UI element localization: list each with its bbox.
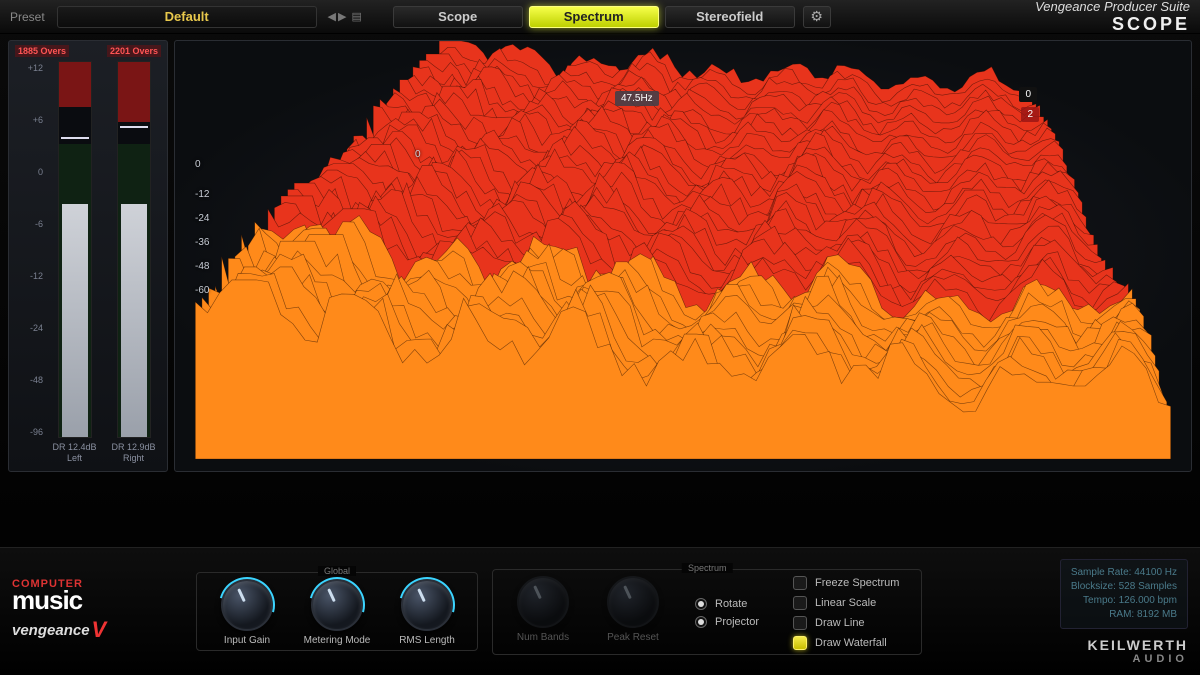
meter-left: DR 12.4dB Left bbox=[51, 61, 98, 465]
settings-button[interactable]: ⚙ bbox=[803, 6, 831, 28]
radio-projector[interactable] bbox=[695, 616, 707, 628]
panel-global-title: Global bbox=[318, 566, 356, 576]
right-block: Sample Rate: 44100 Hz Blocksize: 528 Sam… bbox=[1060, 559, 1188, 665]
radio-col: Rotate Projector bbox=[687, 576, 767, 650]
logo-keilwerth: KEILWERTH AUDIO bbox=[1088, 637, 1188, 665]
knob-rms-length[interactable] bbox=[401, 579, 453, 631]
overs-left[interactable]: 1885 Overs bbox=[15, 45, 69, 57]
overs-right[interactable]: 2201 Overs bbox=[107, 45, 161, 57]
chk-linear-row[interactable]: Linear Scale bbox=[793, 596, 899, 610]
knob-metering-mode-label: Metering Mode bbox=[304, 635, 371, 646]
brand-block: Vengeance Producer Suite SCOPE bbox=[1035, 0, 1190, 35]
tab-spectrum[interactable]: Spectrum bbox=[529, 6, 659, 28]
knob-num-bands-label: Num Bands bbox=[517, 632, 569, 643]
radio-rotate-row[interactable]: Rotate bbox=[695, 598, 759, 610]
logo-cm-bot: music bbox=[12, 589, 182, 611]
chk-linear-label: Linear Scale bbox=[815, 597, 876, 609]
prev-preset-icon[interactable]: ◀ bbox=[328, 10, 336, 23]
chk-waterfall[interactable] bbox=[793, 636, 807, 650]
bottom-panel: COMPUTER music vengeance V Global Input … bbox=[0, 547, 1200, 675]
logo-vengeance: vengeance V bbox=[12, 617, 182, 643]
logo-veng-v-icon: V bbox=[92, 617, 107, 643]
radio-projector-row[interactable]: Projector bbox=[695, 616, 759, 628]
chk-drawline[interactable] bbox=[793, 616, 807, 630]
brand-product: SCOPE bbox=[1035, 14, 1190, 35]
top-bar: Preset Default ◀ ▶ ▤ Scope Spectrum Ster… bbox=[0, 0, 1200, 34]
chk-freeze-row[interactable]: Freeze Spectrum bbox=[793, 576, 899, 590]
knob-input-gain-label: Input Gain bbox=[224, 635, 270, 646]
knob-peak-reset-label: Peak Reset bbox=[607, 632, 659, 643]
freq-readout: 47.5Hz bbox=[615, 91, 659, 106]
chk-linear[interactable] bbox=[793, 596, 807, 610]
chk-freeze-label: Freeze Spectrum bbox=[815, 577, 899, 589]
chk-drawline-label: Draw Line bbox=[815, 617, 865, 629]
preset-label: Preset bbox=[10, 10, 45, 24]
info-sr: Sample Rate: 44100 Hz bbox=[1071, 566, 1177, 580]
knob-rms-length-label: RMS Length bbox=[399, 635, 455, 646]
level-meters: 1885 Overs 2201 Overs +12+60-6-12-24-48-… bbox=[8, 40, 168, 472]
dr-left: DR 12.4dB bbox=[52, 442, 96, 454]
ch-right-label: Right bbox=[111, 453, 155, 465]
panel-spectrum-title: Spectrum bbox=[682, 563, 733, 573]
dr-right: DR 12.9dB bbox=[111, 442, 155, 454]
right-marker-1: 2 bbox=[1021, 107, 1039, 122]
radio-rotate-label: Rotate bbox=[715, 598, 747, 610]
meter-right: DR 12.9dB Right bbox=[110, 61, 157, 465]
info-ram: RAM: 8192 MB bbox=[1071, 608, 1177, 622]
knob-peak-reset[interactable] bbox=[607, 576, 659, 628]
knob-num-bands[interactable] bbox=[517, 576, 569, 628]
main-area: 1885 Overs 2201 Overs +12+60-6-12-24-48-… bbox=[0, 34, 1200, 547]
info-bs: Blocksize: 528 Samples bbox=[1071, 580, 1177, 594]
logo-veng-text: vengeance bbox=[12, 622, 90, 639]
preset-selector[interactable]: Default bbox=[57, 6, 317, 28]
right-marker-0: 0 bbox=[1019, 87, 1037, 102]
meter-bar-right bbox=[117, 61, 151, 438]
info-panel: Sample Rate: 44100 Hz Blocksize: 528 Sam… bbox=[1060, 559, 1188, 629]
chk-waterfall-row[interactable]: Draw Waterfall bbox=[793, 636, 899, 650]
chk-freeze[interactable] bbox=[793, 576, 807, 590]
radio-rotate[interactable] bbox=[695, 598, 707, 610]
preset-list-icon[interactable]: ▤ bbox=[351, 10, 361, 23]
check-col: Freeze Spectrum Linear Scale Draw Line D… bbox=[785, 576, 907, 650]
logo-block: COMPUTER music vengeance V bbox=[12, 580, 182, 643]
spectrum-view[interactable]: 47.5Hz 0 2 0-12-24-36-48-600 bbox=[174, 40, 1192, 472]
chk-waterfall-label: Draw Waterfall bbox=[815, 637, 887, 649]
tab-group: Scope Spectrum Stereofield bbox=[393, 6, 795, 28]
tab-scope[interactable]: Scope bbox=[393, 6, 523, 28]
panel-spectrum: Spectrum Num Bands Peak Reset Rotate Pro… bbox=[492, 569, 922, 655]
chk-drawline-row[interactable]: Draw Line bbox=[793, 616, 899, 630]
ch-left-label: Left bbox=[52, 453, 96, 465]
waterfall-plot bbox=[175, 41, 1191, 471]
next-preset-icon[interactable]: ▶ bbox=[338, 10, 346, 23]
meter-bar-left bbox=[58, 61, 92, 438]
knob-metering-mode[interactable] bbox=[311, 579, 363, 631]
preset-nav[interactable]: ◀ ▶ ▤ bbox=[325, 10, 365, 23]
meter-scale: +12+60-6-12-24-48-96 bbox=[13, 45, 43, 467]
radio-projector-label: Projector bbox=[715, 616, 759, 628]
info-tempo: Tempo: 126.000 bpm bbox=[1071, 594, 1177, 608]
panel-global: Global Input Gain Metering Mode RMS Leng… bbox=[196, 572, 478, 651]
tab-stereofield[interactable]: Stereofield bbox=[665, 6, 795, 28]
brand-keil-sub: AUDIO bbox=[1088, 653, 1188, 665]
brand-suite: Vengeance Producer Suite bbox=[1035, 0, 1190, 14]
knob-input-gain[interactable] bbox=[221, 579, 273, 631]
preset-name: Default bbox=[165, 9, 209, 24]
gear-icon: ⚙ bbox=[810, 8, 823, 25]
brand-keil-top: KEILWERTH bbox=[1088, 637, 1188, 653]
logo-computer-music: COMPUTER music bbox=[12, 580, 182, 611]
